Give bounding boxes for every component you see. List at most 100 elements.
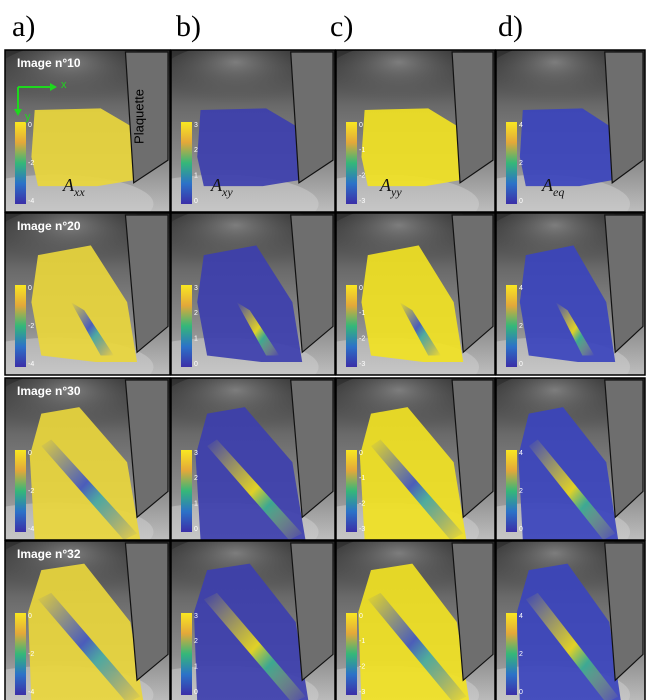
panel-content — [171, 541, 335, 700]
colorbar-tick: 0 — [194, 361, 198, 368]
colorbar — [506, 122, 517, 204]
shear-band — [370, 439, 464, 540]
symbol-subscript: xx — [73, 185, 85, 199]
panel-border — [495, 212, 646, 376]
shear-band — [207, 439, 303, 540]
strain-region — [361, 108, 464, 187]
panel-content — [171, 378, 335, 540]
column-label: b) — [176, 10, 201, 43]
panel-content — [5, 378, 170, 540]
colorbar-tick: -1 — [359, 310, 365, 317]
panel-border — [495, 49, 646, 213]
colorbar-tick: 0 — [519, 361, 523, 368]
arrow-head — [14, 109, 22, 116]
colorbar-tick: -3 — [359, 198, 365, 205]
strain-region — [31, 245, 137, 363]
panel-content — [336, 541, 495, 700]
quantity-symbol: Aeq — [541, 175, 564, 199]
panel-border — [4, 49, 171, 213]
colorbar-tick: -1 — [359, 147, 365, 154]
colorbar-tick: 0 — [359, 122, 363, 129]
colorbar — [346, 450, 357, 532]
panel: 4 2 0 — [495, 212, 646, 376]
arrow-head — [50, 83, 57, 91]
panel-border — [170, 377, 336, 541]
quantity-symbol: Axx — [62, 175, 85, 199]
panel-border — [335, 49, 496, 213]
colorbar-tick: -4 — [28, 361, 34, 368]
colorbar — [15, 285, 26, 367]
colorbar-tick: 1 — [194, 501, 198, 508]
colorbar-tick: -2 — [28, 323, 34, 330]
colorbar — [181, 122, 192, 204]
tool — [604, 214, 644, 354]
column-label: a) — [12, 10, 35, 43]
colorbar-tick: 1 — [194, 173, 198, 180]
strain-region — [358, 563, 470, 700]
colorbar-tick: -2 — [28, 160, 34, 167]
panel-content — [336, 378, 495, 540]
strain-region — [361, 245, 464, 363]
colorbar — [346, 122, 357, 204]
panel-border — [4, 377, 171, 541]
strain-region — [29, 407, 141, 540]
panel: 3 2 1 0 — [170, 540, 336, 700]
axis-label-x: x — [61, 79, 67, 91]
quantity-symbol: Ayy — [379, 175, 402, 199]
colorbar-tick: -1 — [359, 475, 365, 482]
shear-band — [555, 302, 595, 356]
panel-content — [496, 378, 645, 540]
panel-border — [4, 212, 171, 376]
colorbar-tick: 2 — [194, 147, 198, 154]
shear-band — [399, 302, 441, 356]
row-label: Image n°32 — [17, 547, 81, 561]
shear-band — [41, 439, 137, 540]
colorbar-tick: 2 — [519, 160, 523, 167]
strain-region — [519, 245, 616, 363]
colorbar — [181, 285, 192, 367]
colorbar-tick: 2 — [519, 323, 523, 330]
panel-content — [336, 50, 495, 212]
tool — [451, 379, 494, 519]
colorbar-tick: 0 — [28, 122, 32, 129]
panel: 3 2 1 0 — [170, 377, 336, 541]
colorbar-tick: 1 — [194, 664, 198, 671]
strain-region — [197, 245, 303, 363]
colorbar-tick: 2 — [194, 310, 198, 317]
colorbar-tick: -2 — [28, 488, 34, 495]
panel-content — [171, 213, 335, 375]
panel-border — [4, 540, 171, 700]
colorbar — [181, 613, 192, 695]
symbol-base: A — [62, 175, 75, 195]
shear-band — [203, 592, 306, 700]
colorbar-tick: -2 — [359, 501, 365, 508]
colorbar — [506, 285, 517, 367]
panel-border — [495, 377, 646, 541]
colorbar-tick: 2 — [519, 651, 523, 658]
tool — [290, 214, 334, 354]
shear-band — [525, 592, 619, 700]
colorbar — [15, 450, 26, 532]
panel-border — [170, 212, 336, 376]
colorbar — [346, 285, 357, 367]
colorbar-tick: -4 — [28, 689, 34, 696]
colorbar-tick: 4 — [519, 613, 523, 620]
panel-content — [496, 50, 645, 212]
colorbar-tick: -2 — [359, 664, 365, 671]
panel-border — [335, 540, 496, 700]
panel: 3 2 1 0 Axy — [170, 49, 336, 213]
tool — [124, 214, 169, 354]
panel: 4 2 0 — [495, 540, 646, 700]
colorbar — [506, 450, 517, 532]
colorbar-tick: 0 — [359, 450, 363, 457]
colorbar — [15, 613, 26, 695]
strain-region — [28, 563, 144, 700]
panel-border — [170, 540, 336, 700]
colorbar-tick: 0 — [519, 198, 523, 205]
strain-region — [197, 108, 303, 187]
tool — [290, 542, 334, 682]
shear-band — [367, 592, 467, 700]
strain-region — [516, 563, 621, 700]
